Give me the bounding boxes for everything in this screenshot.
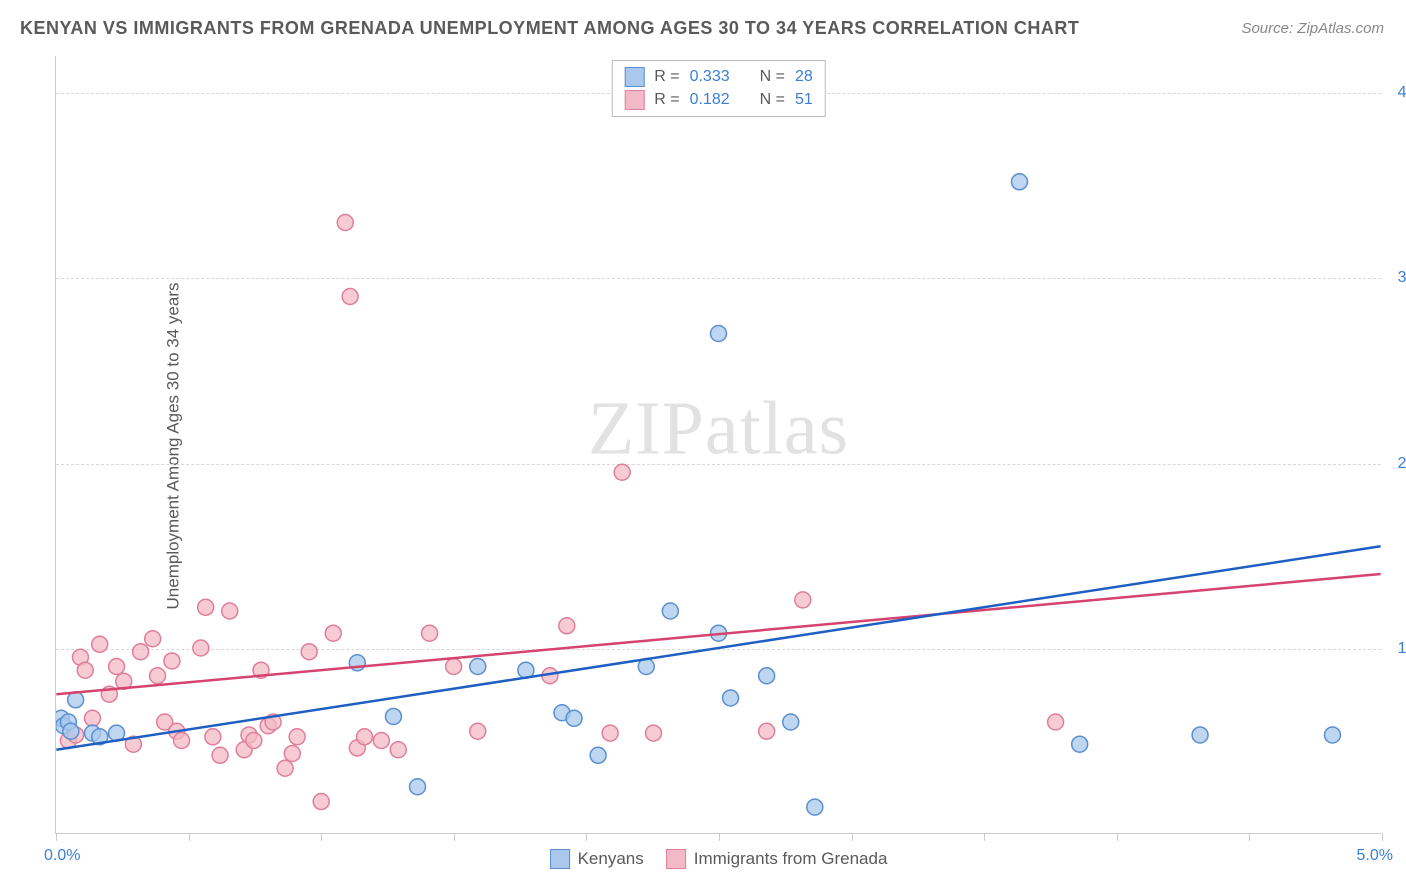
data-point (645, 725, 661, 741)
data-point (325, 625, 341, 641)
data-point (759, 723, 775, 739)
source-label: Source: ZipAtlas.com (1241, 20, 1384, 37)
data-point (662, 603, 678, 619)
legend-swatch-grenada (624, 90, 644, 110)
chart-plot-area: ZIPatlas R = 0.333 N = 28 R = 0.182 N = … (55, 56, 1381, 834)
data-point (109, 659, 125, 675)
series-legend: Kenyans Immigrants from Grenada (550, 849, 888, 869)
data-point (559, 618, 575, 634)
data-point (198, 599, 214, 615)
data-point (1048, 714, 1064, 730)
x-tick (1117, 833, 1118, 841)
data-point (470, 723, 486, 739)
chart-title: KENYAN VS IMMIGRANTS FROM GRENADA UNEMPL… (20, 18, 1079, 39)
data-point (795, 592, 811, 608)
data-point (1325, 727, 1341, 743)
data-point (149, 668, 165, 684)
x-tick (454, 833, 455, 841)
data-point (390, 742, 406, 758)
data-point (212, 747, 228, 763)
scatter-svg (56, 56, 1381, 833)
data-point (470, 659, 486, 675)
x-tick (189, 833, 190, 841)
data-point (301, 644, 317, 660)
x-axis-min-label: 0.0% (44, 847, 80, 865)
data-point (145, 631, 161, 647)
data-point (289, 729, 305, 745)
data-point (807, 799, 823, 815)
data-point (133, 644, 149, 660)
x-tick (1382, 833, 1383, 841)
trend-line (56, 546, 1380, 750)
legend-label-kenyans: Kenyans (578, 849, 644, 869)
data-point (590, 747, 606, 763)
trend-line (56, 574, 1380, 694)
data-point (614, 464, 630, 480)
data-point (337, 215, 353, 231)
x-tick (719, 833, 720, 841)
legend-item-kenyans: Kenyans (550, 849, 644, 869)
data-point (373, 733, 389, 749)
x-tick (1249, 833, 1250, 841)
data-point (313, 794, 329, 810)
data-point (284, 745, 300, 761)
data-point (193, 640, 209, 656)
legend-row-grenada: R = 0.182 N = 51 (624, 90, 813, 110)
data-point (783, 714, 799, 730)
data-point (1072, 736, 1088, 752)
data-point (77, 662, 93, 678)
data-point (759, 668, 775, 684)
x-tick (56, 833, 57, 841)
legend-label-grenada: Immigrants from Grenada (694, 849, 888, 869)
legend-swatch-grenada-icon (666, 849, 686, 869)
data-point (446, 659, 462, 675)
data-point (92, 636, 108, 652)
data-point (422, 625, 438, 641)
data-point (385, 708, 401, 724)
y-tick-label: 30.0% (1388, 269, 1406, 287)
data-point (342, 289, 358, 305)
data-point (205, 729, 221, 745)
x-tick (852, 833, 853, 841)
data-point (410, 779, 426, 795)
data-point (357, 729, 373, 745)
data-point (566, 710, 582, 726)
data-point (174, 733, 190, 749)
data-point (84, 710, 100, 726)
data-point (1011, 174, 1027, 190)
data-point (602, 725, 618, 741)
x-tick (321, 833, 322, 841)
y-tick-label: 20.0% (1388, 455, 1406, 473)
data-point (63, 723, 79, 739)
y-tick-label: 10.0% (1388, 640, 1406, 658)
legend-row-kenyans: R = 0.333 N = 28 (624, 67, 813, 87)
correlation-legend: R = 0.333 N = 28 R = 0.182 N = 51 (611, 60, 826, 117)
legend-item-grenada: Immigrants from Grenada (666, 849, 888, 869)
data-point (164, 653, 180, 669)
data-point (277, 760, 293, 776)
x-axis-max-label: 5.0% (1357, 847, 1393, 865)
data-point (1192, 727, 1208, 743)
legend-swatch-kenyans (624, 67, 644, 87)
x-tick (586, 833, 587, 841)
data-point (723, 690, 739, 706)
data-point (222, 603, 238, 619)
y-tick-label: 40.0% (1388, 84, 1406, 102)
x-tick (984, 833, 985, 841)
data-point (711, 326, 727, 342)
legend-swatch-kenyans-icon (550, 849, 570, 869)
data-point (246, 733, 262, 749)
